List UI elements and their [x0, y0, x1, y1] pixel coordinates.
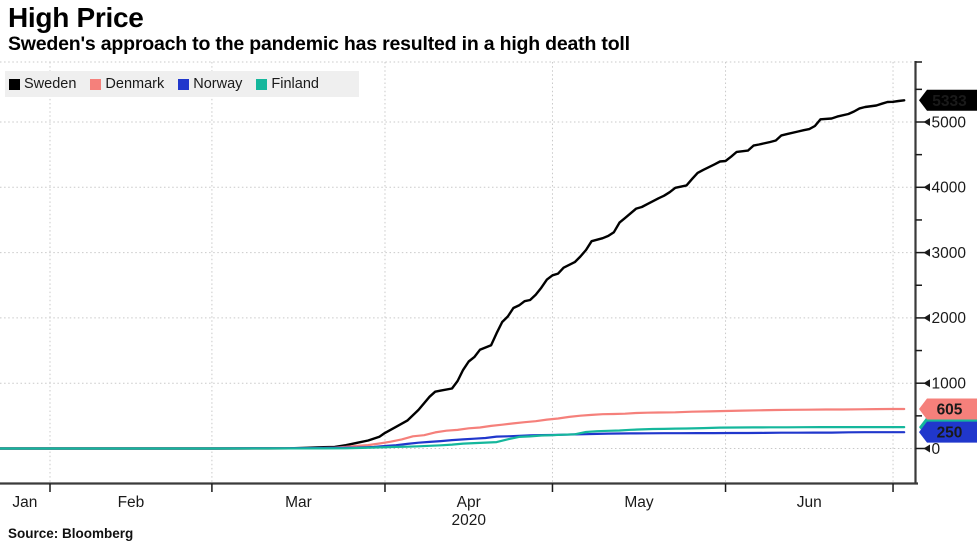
axis-ticks: [49, 61, 930, 492]
value-badges: 5333 605 250: [919, 89, 977, 443]
line-finland: [0, 426, 906, 450]
svg-text:Jun: Jun: [797, 494, 822, 511]
legend-item-finland: Finland: [256, 76, 319, 92]
legend-label-finland: Finland: [271, 76, 319, 92]
line-norway: [0, 431, 906, 450]
svg-text:4000: 4000: [932, 180, 967, 197]
line-sweden: [0, 99, 906, 450]
svg-text:250: 250: [937, 425, 963, 442]
value-badge-norway: [919, 421, 977, 443]
axis-labels: 0 1000 2000 3000 4000 5000 Jan Feb Mar Apr May Jun 2…: [12, 114, 966, 529]
svg-text:Apr: Apr: [457, 494, 481, 511]
svg-text:Mar: Mar: [285, 494, 312, 511]
legend-swatch-sweden: [9, 78, 20, 90]
value-badge-sweden: [919, 89, 977, 111]
svg-text:2000: 2000: [932, 310, 967, 327]
value-badge-denmark: [919, 398, 977, 420]
svg-text:5000: 5000: [932, 114, 967, 131]
source-note: Source: Bloomberg: [8, 526, 134, 541]
svg-text:1000: 1000: [932, 376, 967, 393]
legend-label-sweden: Sweden: [24, 76, 77, 92]
gridlines: [0, 61, 916, 484]
legend-swatch-denmark: [90, 78, 102, 90]
svg-text:Jan: Jan: [12, 494, 37, 511]
legend-item-sweden: Sweden: [9, 76, 76, 92]
legend-swatch-norway: [178, 78, 190, 90]
svg-text:3000: 3000: [932, 245, 967, 262]
svg-text:May: May: [624, 494, 654, 511]
svg-text:2020: 2020: [451, 512, 486, 529]
chart-legend: Sweden Denmark Norway Finland: [5, 71, 359, 97]
line-denmark: [0, 407, 906, 450]
svg-text:0: 0: [932, 441, 941, 458]
svg-text:605: 605: [937, 401, 963, 418]
legend-item-denmark: Denmark: [90, 76, 164, 92]
legend-swatch-finland: [256, 78, 268, 90]
svg-text:5333: 5333: [932, 93, 967, 110]
chart-subtitle: Sweden's approach to the pandemic has re…: [8, 33, 630, 55]
svg-text:Feb: Feb: [118, 494, 145, 511]
legend-item-norway: Norway: [178, 76, 242, 92]
series-lines: [0, 99, 906, 450]
chart-title: High Price: [8, 2, 144, 33]
axes: [0, 61, 918, 485]
legend-label-norway: Norway: [193, 76, 243, 92]
legend-label-denmark: Denmark: [105, 76, 165, 92]
